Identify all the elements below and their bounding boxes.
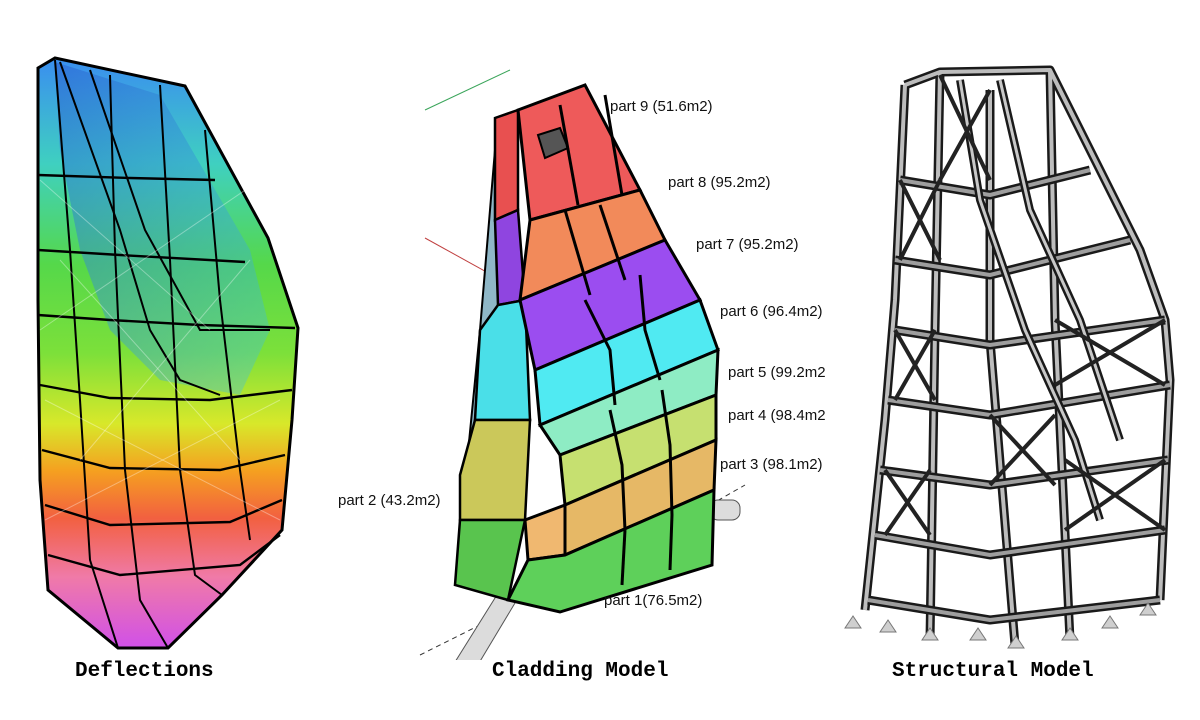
structural-frame [860,65,1175,646]
cladding-figure [419,69,746,660]
side-part3 [458,418,532,522]
label-part1: part 1(76.5m2) [604,592,703,609]
axis-green [424,69,511,111]
deflections-column-lines [54,59,270,649]
axis-dashed-right [709,484,746,506]
structural-supports [844,602,1157,649]
label-part9: part 9 (51.6m2) [610,98,713,115]
label-part8: part 8 (95.2m2) [668,174,771,191]
deflections-inner-shade [55,62,270,395]
deflections-caption: Deflections [75,660,214,683]
label-part3: part 3 (98.1m2) [720,456,823,473]
cladding-mullions [558,94,674,586]
side-part5 [473,298,532,422]
side-part9 [493,108,520,222]
label-part6: part 6 (96.4m2) [720,303,823,320]
label-part2: part 2 (43.2m2) [338,492,441,509]
label-part5: part 5 (99.2m2 [728,364,826,381]
band-part2 [523,502,567,562]
deflections-panel: Deflections [0,0,400,720]
structural-figure [844,65,1175,649]
deflections-mesh [39,179,281,521]
label-part7: part 7 (95.2m2) [696,236,799,253]
deflections-figure [36,56,300,650]
structural-caption: Structural Model [892,660,1094,683]
band-part1 [505,487,716,614]
structural-panel: Structural Model [840,0,1200,720]
cladding-caption: Cladding Model [492,660,669,683]
cladding-panel: part 9 (51.6m2) part 8 (95.2m2) part 7 (… [338,0,840,720]
label-part4: part 4 (98.4m2 [728,407,826,424]
